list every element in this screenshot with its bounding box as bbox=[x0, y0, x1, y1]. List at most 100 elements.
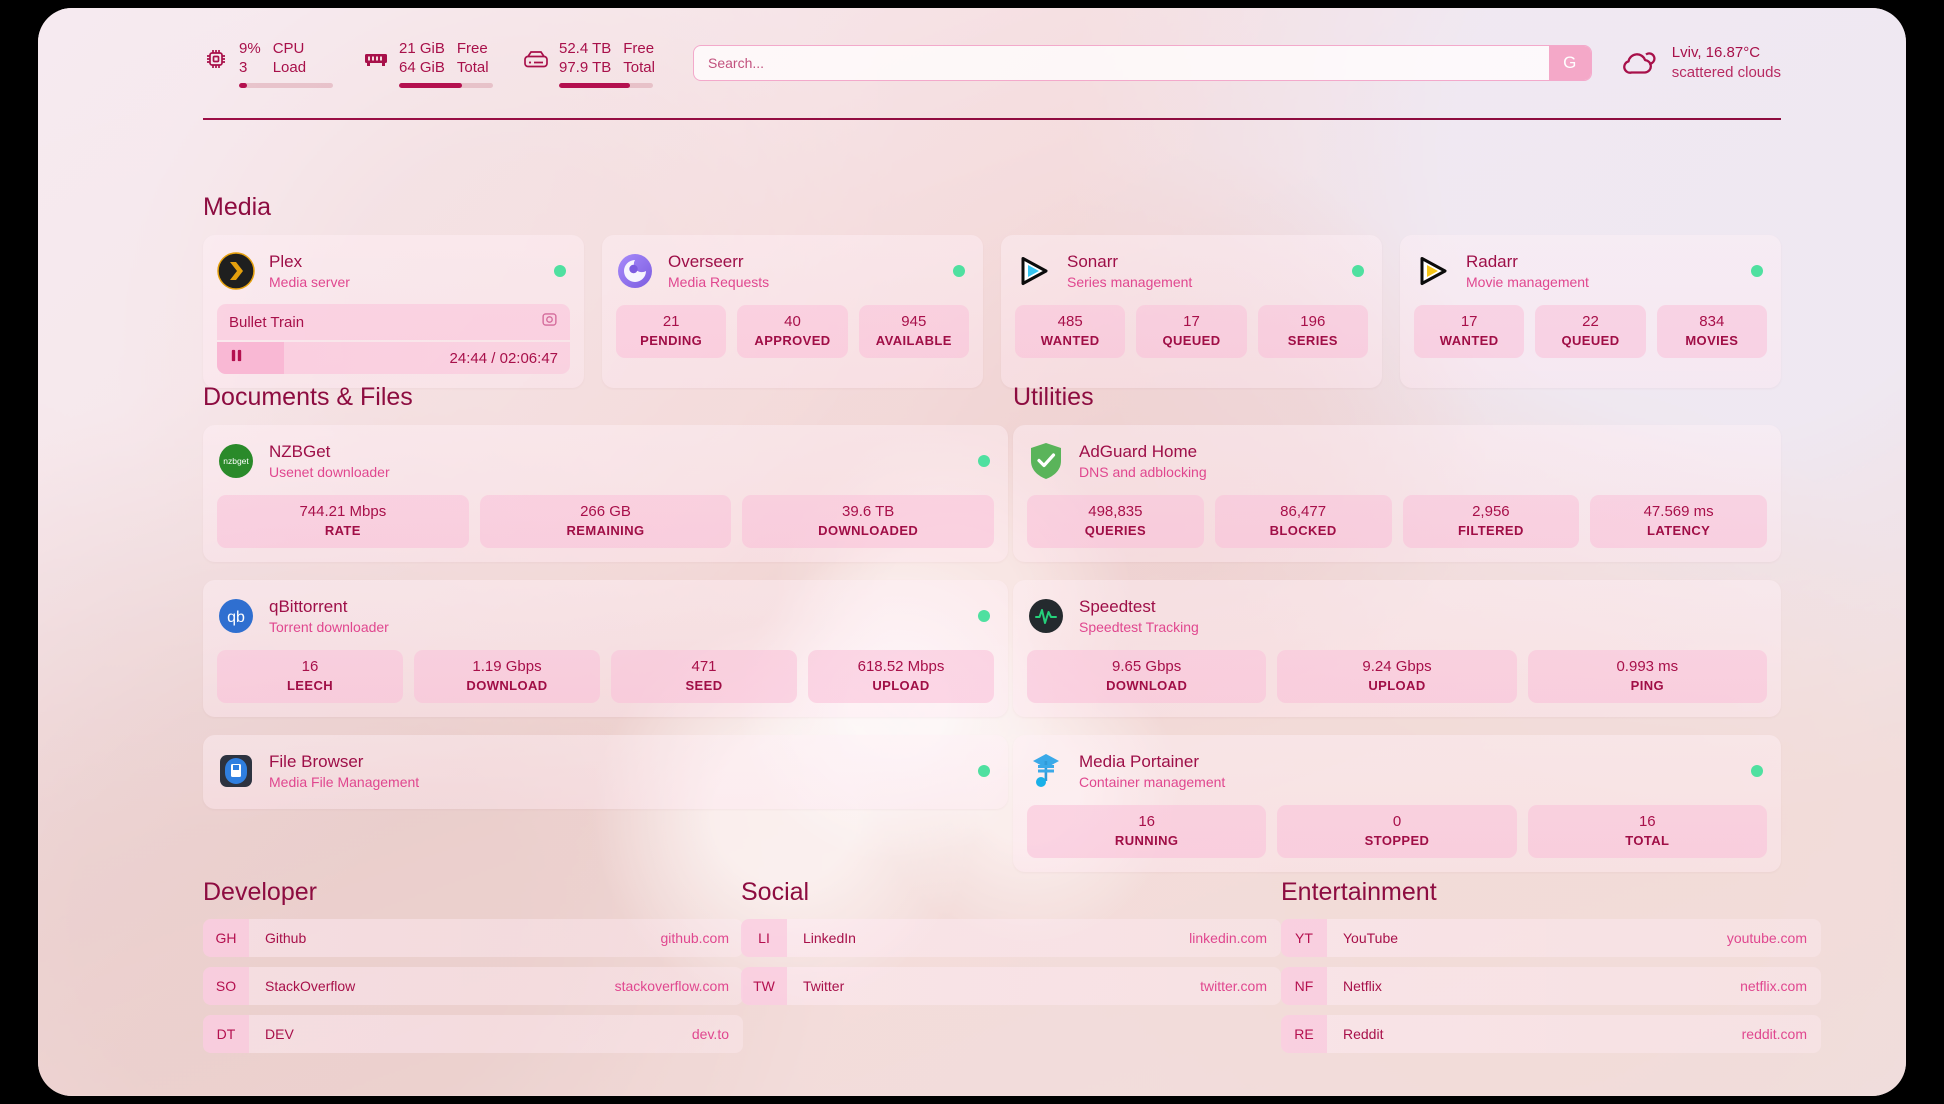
service-card-qbittorrent[interactable]: qb qBittorrent Torrent downloader 16 LEE… bbox=[203, 580, 1008, 717]
bookmark-group-entertainment: Entertainment YT YouTube youtube.com NF … bbox=[1281, 878, 1821, 1063]
service-name: Sonarr bbox=[1067, 251, 1119, 271]
cast-icon[interactable] bbox=[541, 311, 558, 333]
bookmark-item[interactable]: DT DEV dev.to bbox=[203, 1015, 743, 1053]
search-engine-button[interactable]: G bbox=[1548, 46, 1591, 80]
stat-label: LEECH bbox=[286, 678, 334, 693]
bookmark-item[interactable]: LI LinkedIn linkedin.com bbox=[741, 919, 1281, 957]
service-desc: Media Requests bbox=[668, 273, 770, 290]
stat-item: 945 AVAILABLE bbox=[858, 305, 969, 358]
bookmark-group-social: Social LI LinkedIn linkedin.com TW Twitt… bbox=[741, 878, 1281, 1015]
stat-value: 9.65 Gbps bbox=[1112, 658, 1182, 675]
service-card-sonarr[interactable]: Sonarr Series management 485 WANTED 17 Q… bbox=[1001, 235, 1382, 388]
stat-item: 618.52 Mbps UPLOAD bbox=[808, 650, 994, 703]
stat-label: MOVIES bbox=[1685, 333, 1739, 348]
search-input[interactable] bbox=[694, 46, 1549, 80]
disk-label-secondary: Total bbox=[623, 58, 655, 76]
stat-item: 16 TOTAL bbox=[1527, 805, 1767, 858]
bookmark-group-developer: Developer GH Github github.com SO StackO… bbox=[203, 878, 743, 1063]
stat-value: 17 bbox=[1460, 313, 1478, 330]
bookmark-abbr: TW bbox=[741, 967, 787, 1005]
stat-value: 1.19 Gbps bbox=[472, 658, 542, 675]
status-indicator-online bbox=[978, 455, 990, 467]
stat-value: 17 bbox=[1183, 313, 1200, 330]
bookmark-url: netflix.com bbox=[1740, 978, 1807, 994]
bookmark-name: DEV bbox=[265, 1026, 294, 1042]
bookmark-item[interactable]: GH Github github.com bbox=[203, 919, 743, 957]
service-card-overseerr[interactable]: Overseerr Media Requests 21 PENDING 40 A… bbox=[602, 235, 983, 388]
svg-text:nzbget: nzbget bbox=[223, 456, 249, 466]
stat-item: 21 PENDING bbox=[616, 305, 727, 358]
stat-item: 9.65 Gbps DOWNLOAD bbox=[1027, 650, 1267, 703]
stat-item: 485 WANTED bbox=[1015, 305, 1126, 358]
stat-item: 0.993 ms PING bbox=[1527, 650, 1767, 703]
service-card-plex[interactable]: Plex Media server Bullet Train bbox=[203, 235, 584, 388]
stat-label: DOWNLOAD bbox=[466, 678, 548, 693]
bookmark-abbr: GH bbox=[203, 919, 249, 957]
ram-label-primary: Free bbox=[456, 39, 488, 57]
weather-widget[interactable]: Lviv, 16.87°C scattered clouds bbox=[1620, 43, 1781, 83]
ram-label-secondary: Total bbox=[456, 58, 489, 76]
stat-item: 47.569 ms LATENCY bbox=[1590, 495, 1767, 548]
service-name: Plex bbox=[269, 251, 303, 271]
adguard-shield-icon bbox=[1027, 442, 1065, 480]
plex-icon bbox=[217, 252, 255, 290]
weather-location-temp: Lviv, 16.87°C bbox=[1671, 44, 1761, 61]
stat-label: APPROVED bbox=[754, 333, 831, 348]
service-card-radarr[interactable]: Radarr Movie management 17 WANTED 22 QUE… bbox=[1400, 235, 1781, 388]
cpu-value-primary: 9% bbox=[239, 39, 261, 57]
disk-value-secondary: 97.9 TB bbox=[559, 58, 612, 76]
bookmark-item[interactable]: YT YouTube youtube.com bbox=[1281, 919, 1821, 957]
service-desc: Container management bbox=[1079, 773, 1226, 790]
playback-time: 24:44 / 02:06:47 bbox=[449, 349, 558, 367]
documents-section-title: Documents & Files bbox=[203, 383, 413, 411]
stat-item: 2,956 FILTERED bbox=[1402, 495, 1580, 548]
bookmark-group-title: Entertainment bbox=[1281, 878, 1437, 906]
stat-value: 266 GB bbox=[580, 503, 631, 520]
bookmark-url: youtube.com bbox=[1726, 930, 1807, 946]
bookmark-item[interactable]: NF Netflix netflix.com bbox=[1281, 967, 1821, 1005]
cloud-icon bbox=[1620, 48, 1658, 78]
stat-item: 16 RUNNING bbox=[1027, 805, 1267, 858]
stat-value: 2,956 bbox=[1472, 503, 1510, 520]
stat-item: 0 STOPPED bbox=[1277, 805, 1517, 858]
pause-icon[interactable] bbox=[229, 348, 244, 368]
stat-value: 0.993 ms bbox=[1616, 658, 1679, 675]
service-desc: Media server bbox=[269, 273, 350, 290]
service-stats: 9.65 Gbps DOWNLOAD 9.24 Gbps UPLOAD 0.99… bbox=[1027, 650, 1767, 703]
service-stats: 16 RUNNING 0 STOPPED 16 TOTAL bbox=[1027, 805, 1767, 858]
playback-progress-bar bbox=[217, 342, 285, 374]
bookmark-item[interactable]: SO StackOverflow stackoverflow.com bbox=[203, 967, 743, 1005]
service-card-speedtest[interactable]: Speedtest Speedtest Tracking 9.65 Gbps D… bbox=[1013, 580, 1781, 717]
status-indicator-online bbox=[1352, 265, 1364, 277]
service-name: Media Portainer bbox=[1079, 751, 1200, 771]
status-indicator-online bbox=[978, 765, 990, 777]
service-card-file-browser[interactable]: File Browser Media File Management bbox=[203, 735, 1008, 809]
service-card-adguard-home[interactable]: AdGuard Home DNS and adblocking 498,835 … bbox=[1013, 425, 1781, 562]
utilities-section: Utilities AdGuard Home DNS and adblockin… bbox=[1013, 383, 1781, 872]
stat-value: 16 bbox=[301, 658, 319, 675]
bookmark-item[interactable]: TW Twitter twitter.com bbox=[741, 967, 1281, 1005]
bookmark-name: LinkedIn bbox=[803, 930, 856, 946]
search-bar[interactable]: G bbox=[693, 45, 1592, 81]
stat-item: 1.19 Gbps DOWNLOAD bbox=[414, 650, 600, 703]
disk-stat-group: 52.4 TB 97.9 TB Free Total bbox=[523, 39, 655, 88]
stat-item: 9.24 Gbps UPLOAD bbox=[1277, 650, 1517, 703]
cpu-label-secondary: Load bbox=[272, 58, 307, 76]
bookmark-group-title: Developer bbox=[203, 878, 317, 906]
stat-value: 196 bbox=[1300, 313, 1326, 330]
stat-label: DOWNLOADED bbox=[818, 523, 919, 538]
stat-value: 86,477 bbox=[1280, 503, 1327, 520]
stat-item: 498,835 QUERIES bbox=[1027, 495, 1204, 548]
stat-value: 9.24 Gbps bbox=[1362, 658, 1432, 675]
stat-label: UPLOAD bbox=[1368, 678, 1426, 693]
bookmark-group-title: Social bbox=[741, 878, 810, 906]
stat-item: 17 QUEUED bbox=[1136, 305, 1247, 358]
bookmark-item[interactable]: RE Reddit reddit.com bbox=[1281, 1015, 1821, 1053]
service-card-media-portainer[interactable]: Media Portainer Container management 16 … bbox=[1013, 735, 1781, 872]
service-card-nzbget[interactable]: nzbget NZBGet Usenet downloader 744.21 M… bbox=[203, 425, 1008, 562]
service-desc: Torrent downloader bbox=[269, 618, 389, 635]
stat-value: 16 bbox=[1638, 813, 1656, 830]
disk-usage-bar bbox=[559, 82, 653, 88]
bookmark-abbr: YT bbox=[1281, 919, 1327, 957]
stat-item: 744.21 Mbps RATE bbox=[217, 495, 469, 548]
